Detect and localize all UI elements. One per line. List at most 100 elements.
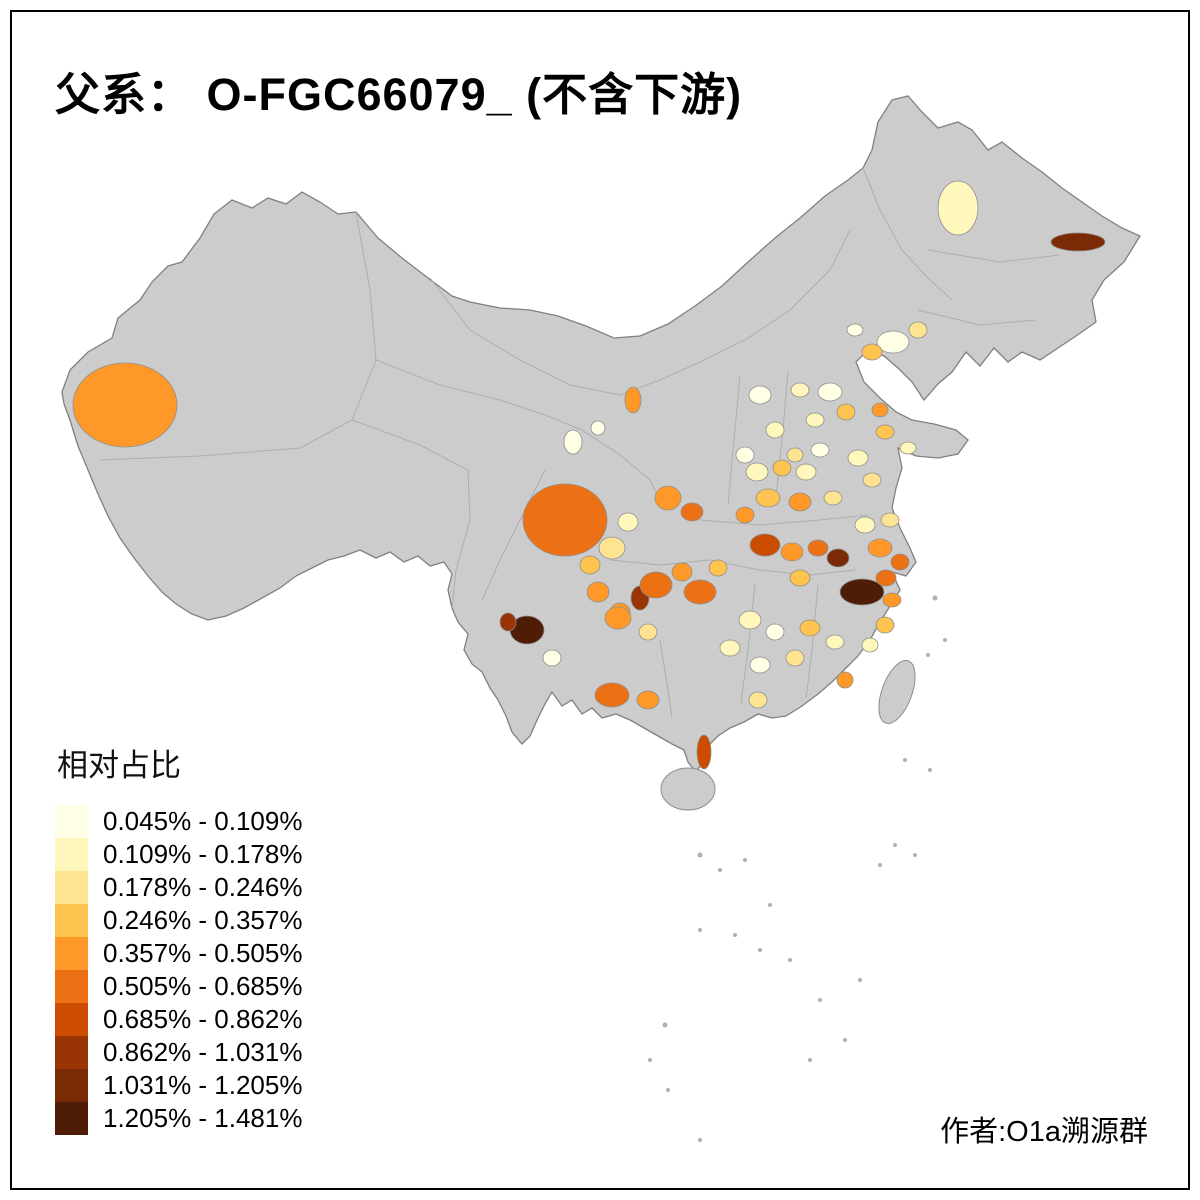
legend-swatch bbox=[55, 838, 88, 871]
map-region bbox=[807, 539, 829, 557]
map-region bbox=[579, 555, 601, 575]
legend-label: 0.862% - 1.031% bbox=[103, 1037, 303, 1067]
map-region bbox=[499, 612, 517, 632]
map-region bbox=[861, 637, 879, 653]
map-region bbox=[680, 502, 704, 522]
map-region bbox=[836, 671, 854, 689]
legend-label: 1.205% - 1.481% bbox=[103, 1103, 303, 1133]
map-region bbox=[590, 420, 606, 436]
map-region bbox=[862, 472, 882, 488]
legend-swatch bbox=[55, 871, 88, 904]
map-region bbox=[738, 610, 762, 630]
map-region bbox=[788, 492, 812, 512]
legend-swatch bbox=[55, 1102, 88, 1135]
map-region bbox=[563, 429, 583, 455]
legend-row: 0.357% - 0.505% bbox=[55, 937, 302, 970]
map-region bbox=[836, 403, 856, 421]
map-region bbox=[875, 424, 895, 440]
legend-swatch bbox=[55, 970, 88, 1003]
map-region bbox=[745, 462, 769, 482]
legend-swatch bbox=[55, 1003, 88, 1036]
map-region bbox=[795, 463, 817, 481]
legend-swatch bbox=[55, 1069, 88, 1102]
legend-row: 0.862% - 1.031% bbox=[55, 1036, 302, 1069]
map-region bbox=[755, 488, 781, 508]
hainan-island bbox=[660, 767, 716, 811]
map-region bbox=[522, 483, 608, 557]
sea-islets bbox=[648, 595, 947, 1142]
map-region bbox=[823, 490, 843, 506]
map-region bbox=[748, 691, 768, 709]
legend-row: 0.505% - 0.685% bbox=[55, 970, 302, 1003]
map-region bbox=[867, 538, 893, 558]
map-region bbox=[861, 343, 883, 361]
legend-swatch bbox=[55, 1036, 88, 1069]
map-region bbox=[799, 619, 821, 637]
map-region bbox=[735, 446, 755, 464]
legend-row: 0.109% - 0.178% bbox=[55, 838, 302, 871]
map-region bbox=[1050, 232, 1106, 252]
map-region bbox=[748, 385, 772, 405]
map-region bbox=[636, 690, 660, 710]
attribution: 作者:O1a溯源群 bbox=[940, 1116, 1148, 1148]
map-region bbox=[937, 180, 979, 236]
map-region bbox=[847, 449, 869, 467]
map-region bbox=[683, 579, 717, 605]
map-region bbox=[624, 386, 642, 414]
offshore-islands bbox=[660, 660, 916, 811]
map-region bbox=[594, 682, 630, 708]
map-region bbox=[899, 441, 917, 455]
map-region bbox=[846, 323, 864, 337]
taiwan-island bbox=[878, 660, 916, 724]
legend-swatch bbox=[55, 937, 88, 970]
map-region bbox=[876, 330, 910, 354]
legend-row: 0.178% - 0.246% bbox=[55, 871, 302, 904]
map-region bbox=[749, 533, 781, 557]
legend-label: 0.505% - 0.685% bbox=[103, 971, 303, 1001]
map-region bbox=[908, 321, 928, 339]
map-region bbox=[880, 512, 900, 528]
map-region bbox=[598, 536, 626, 560]
map-region bbox=[696, 734, 712, 770]
page-title: 父系： O-FGC66079_ (不含下游) bbox=[55, 69, 743, 120]
map-region bbox=[749, 656, 771, 674]
legend-row: 1.031% - 1.205% bbox=[55, 1069, 302, 1102]
legend-label: 0.178% - 0.246% bbox=[103, 872, 303, 902]
map-region bbox=[826, 548, 850, 568]
map-region bbox=[817, 382, 843, 402]
map-region bbox=[875, 616, 895, 634]
map-region bbox=[882, 592, 902, 608]
legend-row: 0.685% - 0.862% bbox=[55, 1003, 302, 1036]
legend-rows: 0.045% - 0.109% 0.109% - 0.178% 0.178% - 0… bbox=[55, 805, 302, 1135]
map-region bbox=[875, 569, 897, 587]
map-region bbox=[654, 485, 682, 511]
map-region bbox=[719, 639, 741, 657]
legend-label: 0.357% - 0.505% bbox=[103, 938, 303, 968]
map-region bbox=[839, 578, 885, 606]
legend: 相对占比 0.045% - 0.109% 0.109% - 0.178% 0.178… bbox=[55, 740, 302, 1135]
map-region bbox=[72, 362, 178, 448]
map-region bbox=[542, 649, 562, 667]
map-region bbox=[854, 516, 876, 534]
legend-label: 0.045% - 0.109% bbox=[103, 806, 303, 836]
legend-row: 1.205% - 1.481% bbox=[55, 1102, 302, 1135]
legend-row: 0.246% - 0.357% bbox=[55, 904, 302, 937]
map-region bbox=[639, 571, 673, 599]
map-region bbox=[708, 559, 728, 577]
map-region bbox=[765, 421, 785, 439]
legend-label: 1.031% - 1.205% bbox=[103, 1070, 303, 1100]
legend-title: 相对占比 bbox=[57, 748, 181, 783]
map-region bbox=[825, 634, 845, 650]
map-regions bbox=[72, 180, 1106, 770]
map-region bbox=[617, 512, 639, 532]
map-region bbox=[586, 581, 610, 603]
map-region bbox=[790, 382, 810, 398]
legend-row: 0.045% - 0.109% bbox=[55, 805, 302, 838]
map-region bbox=[671, 562, 693, 582]
map-region bbox=[871, 402, 889, 418]
map-region bbox=[604, 606, 632, 630]
map-region bbox=[810, 442, 830, 458]
legend-label: 0.685% - 0.862% bbox=[103, 1004, 303, 1034]
map-region bbox=[735, 506, 755, 524]
